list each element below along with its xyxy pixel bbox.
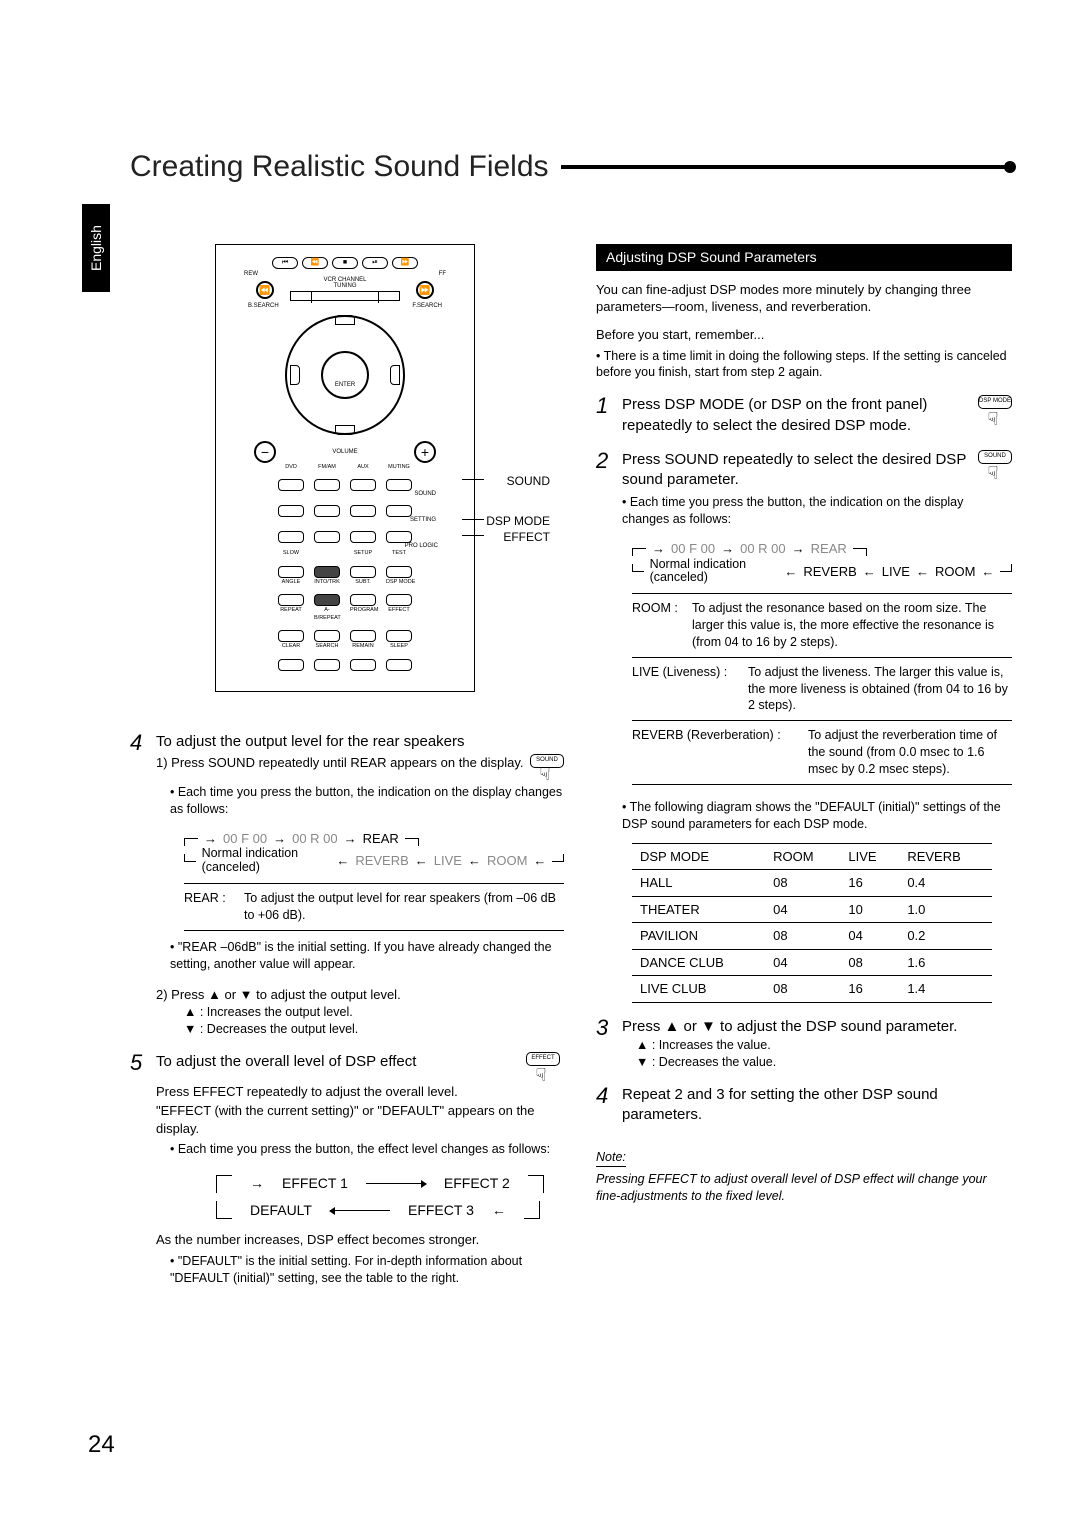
step-4-2: 2) Press ▲ or ▼ to adjust the output lev… — [156, 986, 564, 1004]
sound-button-icon: SOUND☟ — [974, 450, 1012, 479]
r-step-4: 4 Repeat 2 and 3 for setting the other D… — [596, 1085, 1012, 1126]
section-heading: Adjusting DSP Sound Parameters — [596, 244, 1012, 271]
before-start: Before you start, remember... — [596, 326, 1012, 344]
table-row: DANCE CLUB04081.6 — [632, 949, 992, 976]
step-4: 4 To adjust the output level for the rea… — [130, 732, 560, 1038]
rear-initial-note: • "REAR –06dB" is the initial setting. I… — [170, 939, 564, 973]
dsp-defaults-table: DSP MODEROOMLIVEREVERB HALL08160.4THEATE… — [632, 843, 992, 1003]
r-step-3: 3 Press ▲ or ▼ to adjust the DSP sound p… — [596, 1017, 1012, 1071]
note-body: Pressing EFFECT to adjust overall level … — [596, 1171, 1012, 1205]
step-4-1-note: • Each time you press the button, the in… — [170, 784, 564, 818]
intro-text: You can fine-adjust DSP modes more minut… — [596, 281, 1012, 316]
title-rule — [561, 165, 1010, 169]
table-header: LIVE — [840, 843, 899, 870]
table-row: LIVE CLUB08161.4 — [632, 976, 992, 1003]
display-cycle-flow: →00 F 00 →00 R 00 →REAR Normal indicatio… — [184, 830, 564, 875]
callout-dsp: DSP MODE — [486, 513, 550, 529]
r-step-2: 2 Press SOUND repeatedly to select the d… — [596, 450, 1012, 1003]
left-column: ⏮⏪■⏯⏩ REWFF ⏪ VCR CHANNEL TUNING ⏩ B.SEA… — [130, 244, 560, 1287]
right-column: Adjusting DSP Sound Parameters You can f… — [596, 244, 1012, 1287]
table-header: DSP MODE — [632, 843, 765, 870]
dspmode-button-icon: DSP MODE☟ — [974, 395, 1012, 424]
sound-button-icon: SOUND☟ — [526, 754, 564, 780]
display-cycle-flow-right: →00 F 00 →00 R 00 →REAR Normal indicatio… — [632, 540, 1012, 585]
step-5: 5 To adjust the overall level of DSP eff… — [130, 1052, 560, 1287]
page-title: Creating Realistic Sound Fields — [130, 150, 549, 184]
callout-sound: SOUND — [507, 473, 550, 489]
table-row: PAVILION08040.2 — [632, 923, 992, 950]
table-intro: • The following diagram shows the "DEFAU… — [622, 799, 1012, 833]
effect-button-icon: EFFECT☟ — [522, 1052, 560, 1081]
table-header: REVERB — [899, 843, 992, 870]
effect-cycle-flow: →EFFECT 1EFFECT 2 DEFAULTEFFECT 3← — [216, 1170, 560, 1223]
step-4-title: To adjust the output level for the rear … — [156, 732, 564, 752]
table-row: THEATER04101.0 — [632, 896, 992, 923]
table-row: HALL08160.4 — [632, 870, 992, 897]
callout-effect: EFFECT — [503, 529, 550, 545]
step-5-title: To adjust the overall level of DSP effec… — [156, 1052, 522, 1072]
title-row: Creating Realistic Sound Fields — [130, 150, 1010, 184]
remote-diagram: ⏮⏪■⏯⏩ REWFF ⏪ VCR CHANNEL TUNING ⏩ B.SEA… — [215, 244, 475, 692]
note-heading: Note: — [596, 1149, 626, 1167]
language-tab: English — [82, 204, 110, 292]
step-4-1: 1) Press SOUND repeatedly until REAR app… — [156, 754, 526, 772]
before-note: • There is a time limit in doing the fol… — [596, 348, 1012, 382]
r-step-1: 1 Press DSP MODE (or DSP on the front pa… — [596, 395, 1012, 436]
page-number: 24 — [88, 1431, 115, 1459]
table-header: ROOM — [765, 843, 840, 870]
